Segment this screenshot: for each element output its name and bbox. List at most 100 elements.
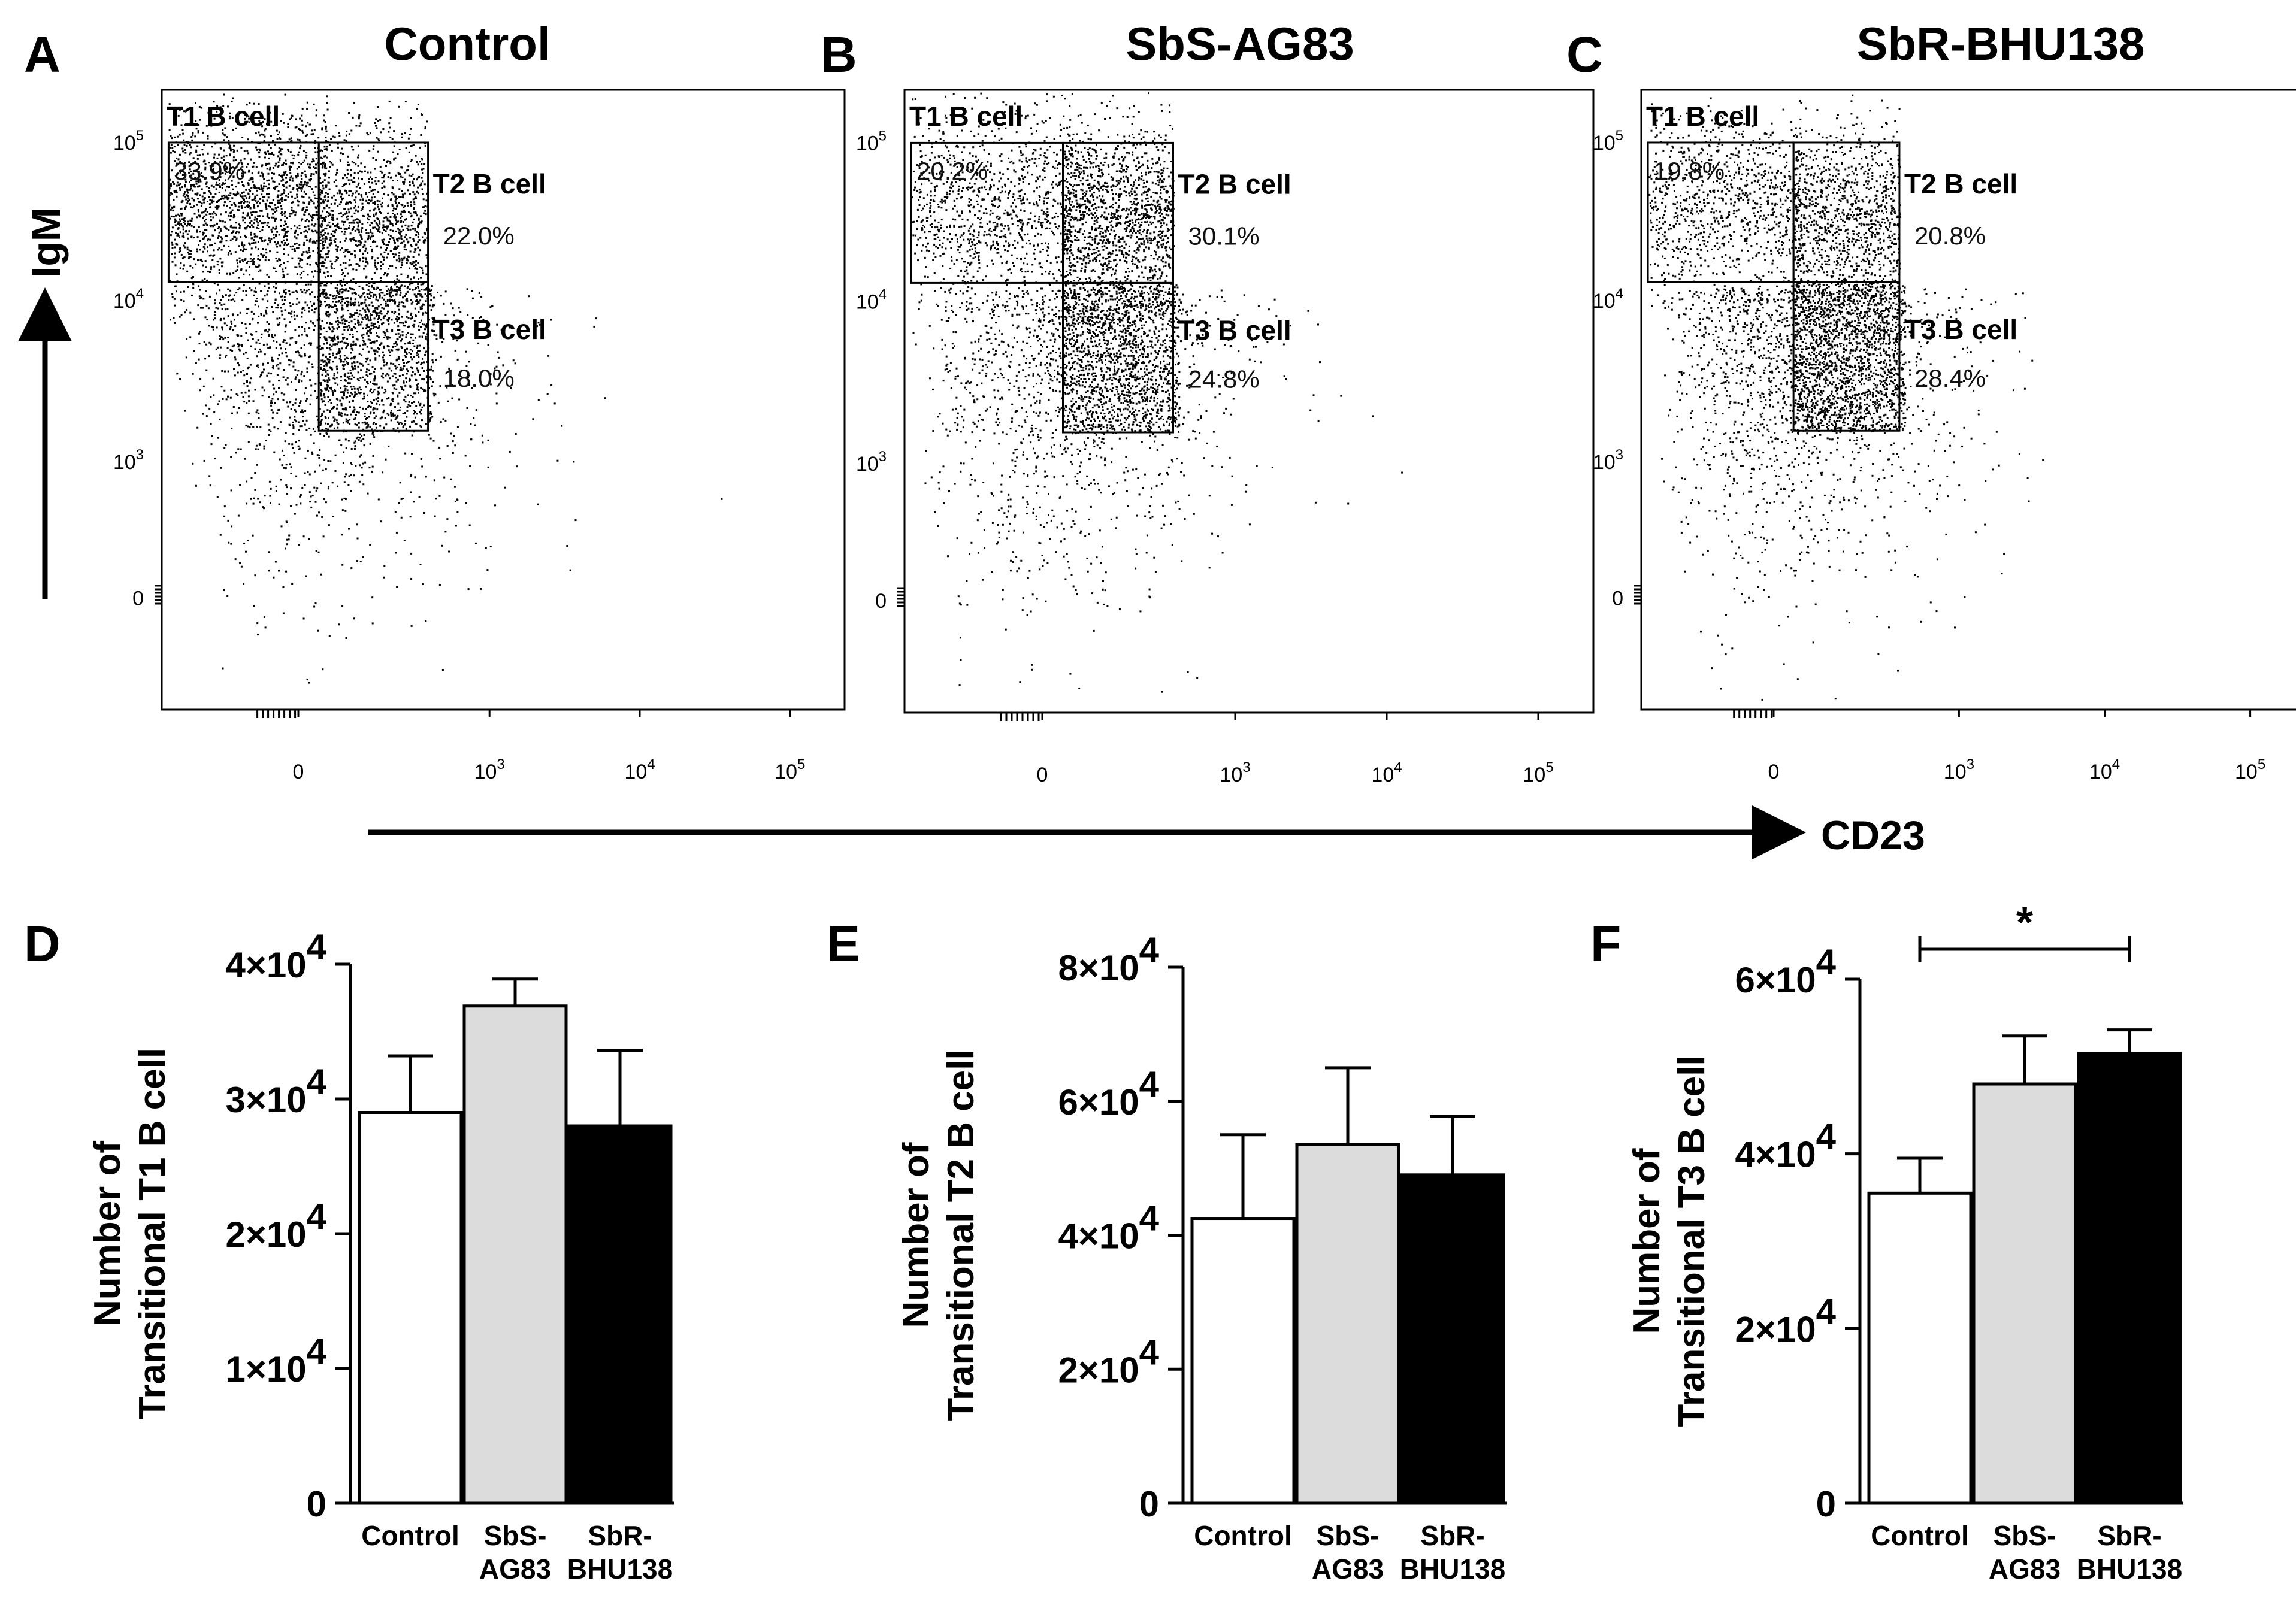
bar-1 bbox=[1972, 1082, 2077, 1505]
category-label: BHU138 bbox=[2077, 1554, 2182, 1585]
y-tick-label: 2×104 bbox=[225, 1197, 326, 1255]
gate-percent-t1: 33.9% bbox=[174, 157, 245, 185]
gate-percent-t2: 22.0% bbox=[443, 222, 515, 250]
y-tick-label: 105 bbox=[113, 128, 144, 155]
y-tick-label: 104 bbox=[113, 286, 144, 313]
category-label: SbR- bbox=[2097, 1520, 2161, 1551]
category-label: SbS- bbox=[1994, 1520, 2056, 1551]
y-tick-label: 105 bbox=[1593, 128, 1623, 155]
panel-letter-b: B bbox=[821, 26, 857, 83]
x-tick-label: 0 bbox=[1768, 761, 1780, 783]
y-tick-label: 0 bbox=[132, 588, 144, 610]
category-label: Control bbox=[361, 1520, 459, 1551]
bar-panel-d: D 0 1×104 2×104 3×104 4×104 Control SbS-AG83 SbR… bbox=[24, 916, 674, 1585]
gate-label-t2: T2 B cell bbox=[1904, 168, 2017, 199]
panel-title: SbR-BHU138 bbox=[1856, 17, 2144, 70]
y-tick-label: 6×104 bbox=[1058, 1064, 1159, 1122]
panel-letter-c: C bbox=[1566, 26, 1603, 83]
flow-cytometry-panels: A Control T1 B cell 33.9% T2 B cell 22.0% T3 B… bbox=[24, 17, 2296, 786]
gate-label-t3: T3 B cell bbox=[433, 314, 546, 345]
y-tick-label: 103 bbox=[113, 447, 144, 474]
category-label: SbR- bbox=[1420, 1520, 1484, 1551]
y-tick-label: 0 bbox=[1612, 588, 1623, 610]
y-tick-label: 0 bbox=[875, 590, 887, 613]
y-tick-label: 2×104 bbox=[1735, 1291, 1836, 1349]
flow-panel-b: B SbS-AG83 T1 B cell 20.2% T2 B cell 30.1% T3 … bbox=[821, 17, 1595, 786]
y-tick-label: 4×104 bbox=[1735, 1117, 1836, 1175]
y-axis-label: Number of bbox=[1626, 1148, 1668, 1334]
gate-t3 bbox=[317, 281, 429, 432]
panel-title: Control bbox=[384, 17, 550, 70]
gate-percent-t3: 28.4% bbox=[1914, 364, 1986, 392]
gate-label-t2: T2 B cell bbox=[1178, 168, 1291, 199]
gate-t3 bbox=[1062, 281, 1174, 434]
y-tick-label: 3×104 bbox=[225, 1062, 326, 1120]
gate-label-t1: T1 B cell bbox=[167, 101, 280, 132]
y-tick-label: 2×104 bbox=[1058, 1332, 1159, 1390]
category-label: AG83 bbox=[1989, 1554, 2061, 1585]
x-tick-label: 105 bbox=[775, 756, 805, 783]
x-tick-label: 105 bbox=[2235, 756, 2265, 783]
bar-panel-f: F 0 2×104 4×104 6×104 Control SbS-AG83 SbR-BHU1… bbox=[1590, 899, 2183, 1585]
category-label: AG83 bbox=[1312, 1554, 1384, 1585]
x-tick-label: 104 bbox=[2089, 756, 2120, 783]
x-tick-label: 103 bbox=[1220, 759, 1250, 786]
bar-panel-e: E 0 2×104 4×104 6×104 8×104 Control SbS-AG83 SbR… bbox=[827, 916, 1507, 1585]
flow-panel-a: A Control T1 B cell 33.9% T2 B cell 22.0% T3 B… bbox=[24, 17, 846, 783]
shared-flow-axes: IgM CD23 bbox=[18, 207, 1925, 859]
category-label: BHU138 bbox=[1400, 1554, 1505, 1585]
panel-letter-e: E bbox=[827, 916, 860, 972]
y-tick-label: 0 bbox=[307, 1484, 326, 1524]
gate-percent-t3: 18.0% bbox=[443, 364, 515, 392]
bar-2 bbox=[2077, 1052, 2182, 1505]
category-label: Control bbox=[1871, 1520, 1969, 1551]
x-tick-label: 104 bbox=[1371, 759, 1402, 786]
gate-t3 bbox=[1792, 281, 1901, 432]
x-tick-label: 105 bbox=[1523, 759, 1553, 786]
category-label: SbR- bbox=[588, 1520, 652, 1551]
y-tick-label: 104 bbox=[856, 287, 887, 314]
bar-0 bbox=[1190, 1217, 1296, 1505]
y-tick-label: 0 bbox=[1816, 1484, 1836, 1524]
cd23-axis-label: CD23 bbox=[1821, 813, 1925, 858]
y-axis-label: Transitional T2 B cell bbox=[940, 1049, 982, 1421]
y-tick-label: 4×104 bbox=[225, 927, 326, 985]
gate-percent-t2: 30.1% bbox=[1188, 222, 1260, 250]
igm-axis-label: IgM bbox=[23, 207, 69, 277]
gate-label-t1: T1 B cell bbox=[909, 101, 1023, 132]
panel-letter-a: A bbox=[24, 26, 60, 83]
y-tick-label: 1×104 bbox=[225, 1331, 326, 1389]
panel-letter-d: D bbox=[24, 916, 60, 972]
flow-panel-c: C SbR-BHU138 T1 B cell 19.8% T2 B cell 20.8% T… bbox=[1566, 17, 2296, 783]
y-tick-label: 103 bbox=[1593, 447, 1623, 474]
y-axis-label: Number of bbox=[87, 1141, 128, 1327]
category-label: BHU138 bbox=[567, 1554, 673, 1585]
category-label: Control bbox=[1194, 1520, 1292, 1551]
y-axis-label: Transitional T1 B cell bbox=[132, 1048, 173, 1419]
x-tick-label: 103 bbox=[1944, 756, 1974, 783]
bar-1 bbox=[1295, 1143, 1400, 1505]
gate-label-t1: T1 B cell bbox=[1646, 101, 1759, 132]
x-tick-label: 0 bbox=[293, 761, 304, 783]
category-label: SbS- bbox=[1317, 1520, 1380, 1551]
gate-percent-t3: 24.8% bbox=[1188, 365, 1260, 393]
bar-2 bbox=[1400, 1173, 1505, 1505]
gate-label-t3: T3 B cell bbox=[1904, 314, 2017, 345]
category-label: SbS- bbox=[484, 1520, 547, 1551]
panel-letter-f: F bbox=[1590, 916, 1621, 972]
y-tick-label: 8×104 bbox=[1058, 930, 1159, 988]
plot-frame bbox=[161, 89, 846, 711]
gate-percent-t2: 20.8% bbox=[1914, 222, 1986, 250]
significance-star: * bbox=[2016, 899, 2033, 947]
bar-0 bbox=[1867, 1191, 1973, 1505]
y-tick-label: 0 bbox=[1139, 1484, 1159, 1524]
bar-0 bbox=[358, 1111, 463, 1505]
event-dots bbox=[1648, 94, 2044, 701]
y-tick-label: 104 bbox=[1593, 286, 1623, 313]
bar-1 bbox=[462, 1004, 568, 1505]
y-axis-label: Number of bbox=[896, 1142, 937, 1328]
gate-percent-t1: 19.8% bbox=[1653, 157, 1725, 185]
gate-label-t2: T2 B cell bbox=[433, 168, 546, 199]
y-tick-label: 4×104 bbox=[1058, 1198, 1159, 1256]
